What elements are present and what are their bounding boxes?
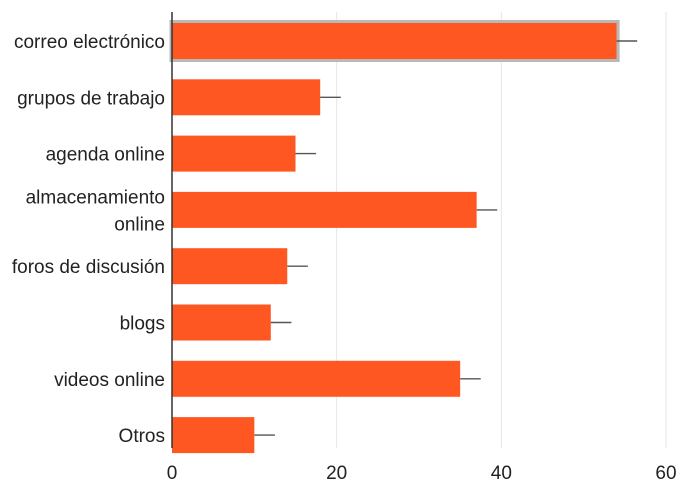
category-label: almacenamiento online [26,187,165,235]
category-label: grupos de trabajo [17,88,165,109]
bar[interactable] [172,417,255,454]
category-label: foros de discusión [12,257,165,278]
bar[interactable] [172,191,477,228]
category-label: videos online [54,370,165,391]
labels-layer: 0 20 40 60 correo electrónico grupos de traba… [12,32,677,484]
x-tick-label: 60 [655,463,676,484]
category-label: correo electrónico [14,32,165,53]
category-label: agenda online [46,145,165,166]
category-label: Otros [119,426,165,447]
x-tick-label: 20 [326,463,347,484]
bar[interactable] [172,248,288,285]
x-tick-label: 40 [491,463,512,484]
bars-layer [169,20,638,454]
x-tick-label: 0 [167,463,178,484]
bar[interactable] [172,135,296,172]
bar[interactable] [172,360,461,397]
bar[interactable] [172,304,271,341]
bar[interactable] [172,79,321,116]
bar[interactable] [172,23,617,59]
category-label: blogs [120,314,165,335]
